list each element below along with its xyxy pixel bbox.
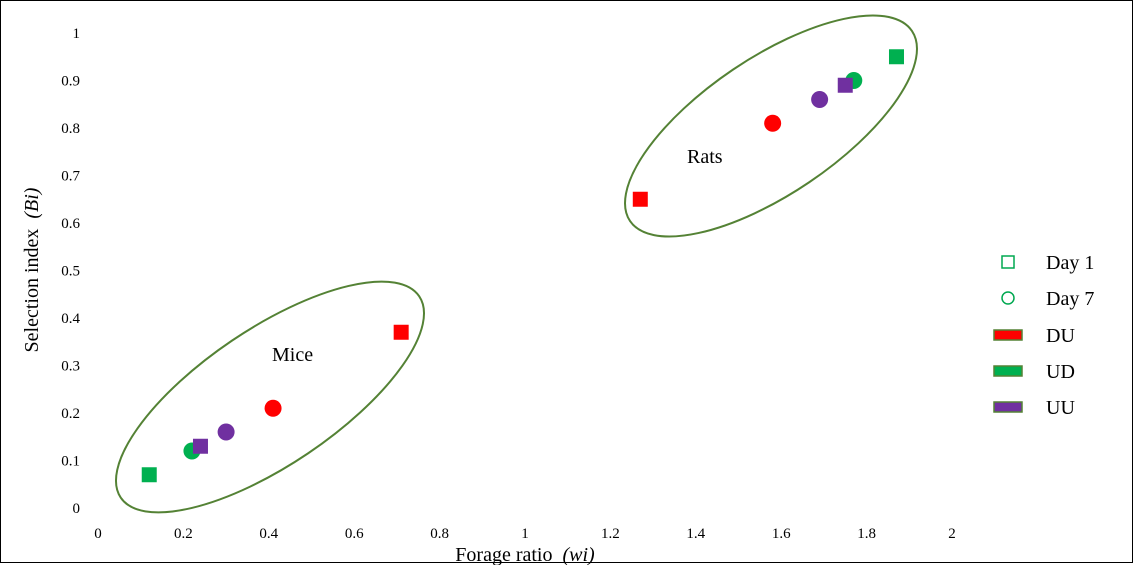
x-tick-label: 2 <box>948 526 956 542</box>
y-tick-label: 1 <box>73 26 81 42</box>
x-tick-label: 1.2 <box>601 526 620 542</box>
y-tick-label: 0.9 <box>61 74 80 90</box>
data-point-square-uu <box>837 77 853 93</box>
data-point-circle-du <box>264 399 282 417</box>
legend-swatch-uu <box>993 401 1023 413</box>
y-tick-label: 0.2 <box>61 406 80 422</box>
data-point-square-ud <box>141 467 157 483</box>
data-point-circle-uu <box>217 423 235 441</box>
data-point-square-ud <box>888 49 904 65</box>
x-tick-label: 0.6 <box>345 526 364 542</box>
x-tick-label: 0 <box>94 526 102 542</box>
x-axis-title: Forage ratio (wi) <box>455 544 595 565</box>
data-point-circle-uu <box>811 91 829 108</box>
y-tick-label: 0 <box>73 501 81 517</box>
x-axis-ticks: 0 0.2 0.4 0.6 0.8 1 1.2 1.4 1.6 1.8 2 <box>94 526 956 542</box>
legend: Day 1 Day 7 DU UD UU <box>993 252 1094 419</box>
data-points <box>141 49 904 483</box>
rats-label: Rats <box>687 146 723 168</box>
legend-square-icon <box>1001 255 1015 269</box>
legend-label: Day 1 <box>1046 252 1094 274</box>
rats-group-ellipse <box>624 14 918 238</box>
x-tick-label: 1.8 <box>857 526 876 542</box>
data-point-square-du <box>393 324 409 340</box>
y-tick-label: 0.7 <box>61 169 80 185</box>
legend-swatch-du <box>993 329 1023 341</box>
x-tick-label: 1.6 <box>772 526 791 542</box>
y-axis-ticks: 0 0.1 0.2 0.3 0.4 0.5 0.6 0.7 0.8 0.9 1 <box>61 26 80 517</box>
y-tick-label: 0.1 <box>61 454 80 470</box>
legend-swatch-ud <box>993 365 1023 377</box>
legend-label: Day 7 <box>1046 288 1094 310</box>
y-axis-title: Selection index (Bi) <box>21 187 43 352</box>
group-ellipses <box>115 14 918 514</box>
y-tick-label: 0.4 <box>61 311 80 327</box>
legend-circle-icon <box>1001 291 1015 305</box>
x-tick-label: 1.4 <box>686 526 705 542</box>
x-tick-label: 0.2 <box>174 526 193 542</box>
y-tick-label: 0.5 <box>61 264 80 280</box>
data-point-square-du <box>632 191 648 207</box>
mice-label: Mice <box>272 344 313 366</box>
y-tick-label: 0.8 <box>61 121 80 137</box>
legend-label: UU <box>1046 397 1075 419</box>
data-point-circle-du <box>764 114 782 132</box>
legend-label: UD <box>1046 361 1075 383</box>
data-point-square-uu <box>192 438 208 454</box>
y-axis-title-text: Selection index <box>21 229 43 353</box>
x-tick-label: 1 <box>521 526 529 542</box>
y-axis-title-var: (Bi) <box>21 187 43 218</box>
x-axis-title-text: Forage ratio <box>455 544 552 565</box>
y-tick-label: 0.3 <box>61 359 80 375</box>
mice-group-ellipse <box>115 280 425 514</box>
x-tick-label: 0.4 <box>259 526 278 542</box>
x-tick-label: 0.8 <box>430 526 449 542</box>
y-tick-label: 0.6 <box>61 216 80 232</box>
x-axis-title-var: (wi) <box>562 544 595 565</box>
legend-label: DU <box>1046 325 1075 347</box>
